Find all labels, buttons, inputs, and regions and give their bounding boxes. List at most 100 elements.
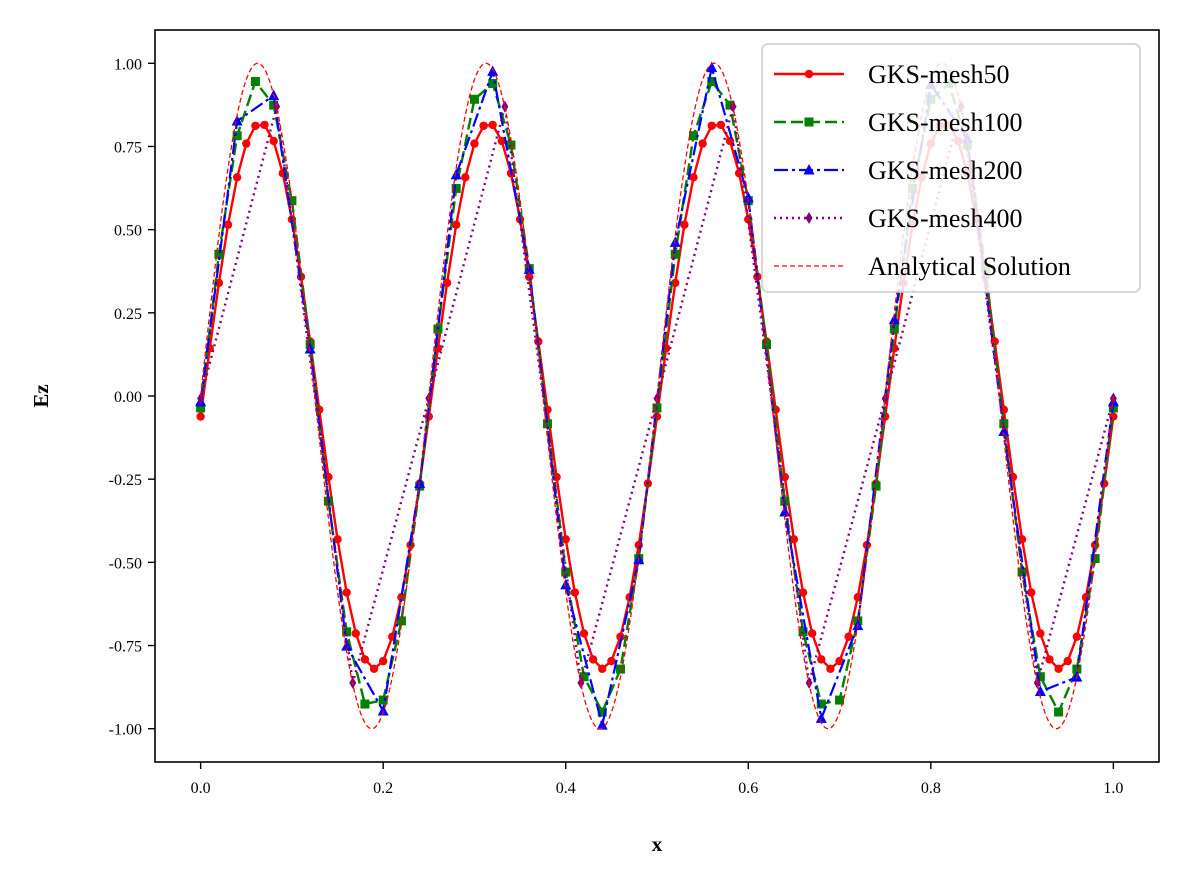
data-point [342,588,351,597]
data-point [470,139,479,148]
data-point [260,120,269,130]
legend-label: Analytical Solution [868,252,1071,281]
data-point [196,403,206,413]
data-point [250,77,260,87]
data-point [488,78,498,88]
data-point [826,664,835,674]
data-point [231,115,243,126]
y-tick-label: -0.50 [109,555,142,572]
y-axis-label: Ez [29,384,53,407]
data-point [716,120,726,130]
x-tick-label: 0.0 [191,780,211,797]
data-point [1054,707,1064,717]
legend-label: GKS-mesh50 [868,60,1010,89]
data-point [1017,535,1027,544]
data-point [881,392,889,405]
data-point [725,100,735,110]
data-point [998,425,1010,437]
data-point [342,627,352,637]
data-point [214,249,224,259]
data-point [196,412,205,421]
y-tick-label: -1.00 [109,722,142,739]
legend-marker [803,164,815,175]
data-point [835,656,844,666]
y-tick-label: 1.00 [114,56,142,73]
legend-box [761,43,1141,293]
data-point [360,699,370,709]
data-point [1045,655,1054,664]
data-point [871,481,881,491]
data-point [815,712,827,723]
data-point [807,629,817,638]
y-tick-label: 0.75 [114,139,142,156]
data-point [451,183,461,193]
data-point [223,220,233,229]
data-point [596,719,608,730]
data-point [542,419,552,429]
data-point [1033,676,1041,689]
data-point [561,535,570,544]
data-point [707,77,717,87]
data-point [707,121,716,130]
data-point [377,705,389,716]
legend: GKS-mesh50 GKS-mesh100 GKS-mesh200 GKS-mesh… [761,43,1141,293]
data-point [197,392,205,405]
y-tick-label: 0.50 [114,223,142,240]
data-point [304,342,316,354]
data-point [1034,685,1046,697]
data-point [269,136,278,146]
x-tick-label: 0.4 [556,780,576,797]
y-tick-label: -0.25 [109,472,142,489]
data-point [616,632,625,641]
data-point [1054,664,1063,674]
data-point [378,656,388,666]
data-point [561,567,571,577]
legend-item: Analytical Solution [774,252,1071,281]
data-point [615,664,625,674]
data-point [669,236,681,247]
data-point [232,131,242,141]
data-point [588,655,598,664]
data-point [888,313,900,325]
x-axis-label: x [652,832,663,856]
data-point [762,340,772,350]
x-tick-label: 0.8 [921,780,941,797]
data-point [497,136,507,146]
x-tick-label: 0.2 [373,780,393,797]
data-point [698,139,707,148]
legend-marker [805,212,813,224]
x-tick-label: 0.6 [738,780,758,797]
data-point [598,664,607,674]
y-tick-label: -0.75 [109,639,142,656]
legend-item: GKS-mesh400 [774,204,1023,233]
data-point [450,168,462,180]
data-point [1027,588,1036,597]
data-point [706,61,718,73]
data-point [607,656,616,666]
data-point [232,173,242,182]
legend-marker [804,117,814,127]
data-point [442,278,452,288]
data-point [479,121,488,130]
data-point [487,65,499,76]
data-point [452,220,461,229]
data-point [579,672,589,682]
data-point [378,695,388,705]
legend-label: GKS-mesh200 [868,156,1023,185]
data-point [670,249,680,259]
data-point [671,278,680,288]
data-point [889,324,899,334]
data-point [251,121,260,130]
data-point [488,120,497,130]
data-point [560,578,572,590]
y-tick-label: 0.00 [114,389,142,406]
data-point [816,699,826,709]
data-point [570,588,580,597]
data-point [461,173,470,182]
data-point [1036,629,1045,638]
y-tick-label: 0.25 [114,306,142,323]
data-point [369,664,379,674]
data-point [242,139,251,148]
data-point [506,140,516,150]
